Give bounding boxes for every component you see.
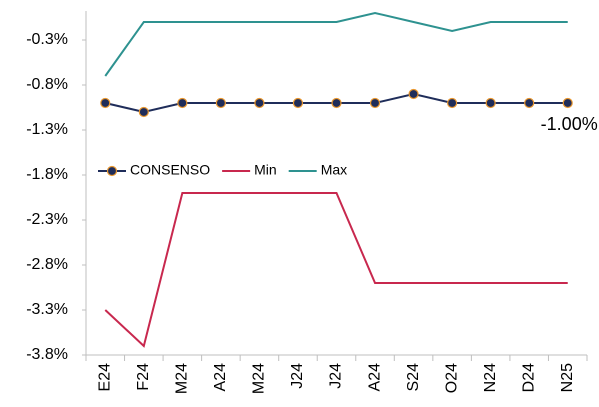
marker	[485, 97, 496, 109]
marker	[562, 97, 573, 109]
y-tick-label: -0.3%	[26, 31, 68, 48]
marker	[215, 97, 226, 109]
y-tick-label: -2.3%	[26, 211, 68, 228]
marker	[100, 97, 111, 109]
legend-label: Min	[254, 162, 277, 178]
y-tick-label: -3.8%	[26, 346, 68, 363]
legend-marker	[106, 165, 118, 177]
x-tick-label: N25	[559, 363, 576, 392]
x-tick-label: J24	[289, 363, 306, 389]
series-line	[104, 192, 568, 348]
y-tick-label: -0.8%	[26, 76, 68, 93]
x-tick-label: N24	[482, 363, 499, 392]
x-tick-label: A24	[366, 363, 383, 392]
marker	[369, 97, 381, 109]
marker	[254, 97, 265, 109]
marker	[292, 97, 304, 109]
x-tick-label: M24	[174, 363, 191, 394]
marker	[524, 97, 535, 109]
x-tick-label: O24	[443, 363, 460, 393]
x-tick-label: S24	[405, 363, 422, 392]
marker	[447, 97, 458, 109]
y-tick-label: -3.3%	[26, 301, 68, 318]
x-tick-label: A24	[212, 363, 229, 392]
x-tick-label: E24	[96, 363, 113, 392]
x-tick-label: F24	[135, 363, 152, 391]
data-label: -1.00%	[541, 114, 598, 134]
marker	[408, 88, 419, 100]
legend-label: Max	[321, 162, 347, 178]
series-line	[104, 11, 568, 77]
marker	[177, 97, 188, 109]
y-tick-label: -1.3%	[26, 121, 68, 138]
marker	[331, 97, 342, 109]
marker	[138, 106, 149, 118]
x-tick-label: M24	[251, 363, 268, 394]
legend-label: CONSENSO	[130, 162, 210, 178]
y-tick-label: -2.8%	[26, 256, 68, 273]
x-tick-label: D24	[520, 363, 537, 392]
x-tick-label: J24	[328, 363, 345, 389]
y-tick-label: -1.8%	[26, 166, 68, 183]
